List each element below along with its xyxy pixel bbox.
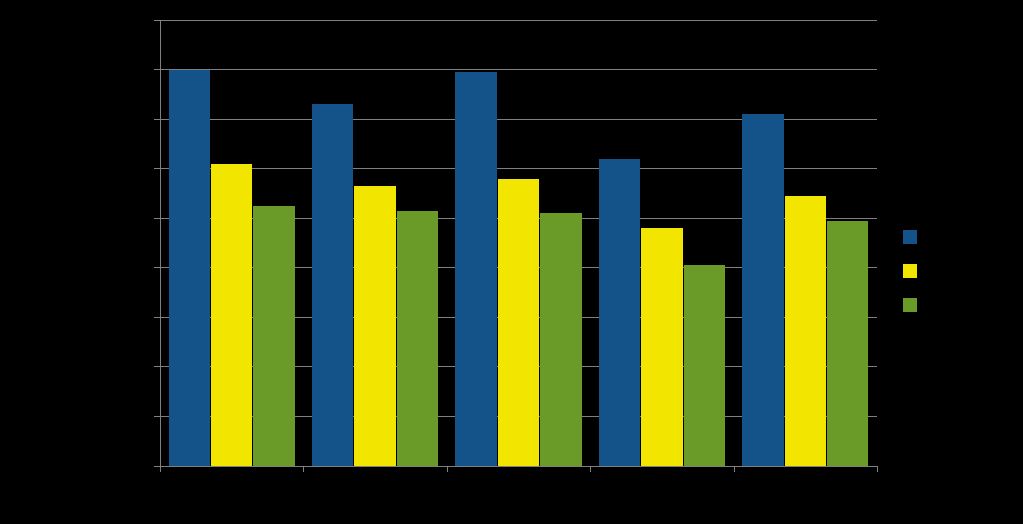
bar — [312, 104, 353, 466]
x-tick — [303, 466, 304, 472]
legend — [903, 230, 917, 312]
bar — [169, 70, 210, 466]
plot-area — [160, 20, 877, 466]
bar — [641, 228, 682, 466]
legend-item — [903, 298, 917, 312]
bar — [455, 72, 496, 466]
legend-swatch — [903, 264, 917, 278]
x-tick — [160, 466, 161, 472]
legend-swatch — [903, 298, 917, 312]
x-tick — [734, 466, 735, 472]
bar — [785, 196, 826, 466]
bar — [827, 221, 868, 466]
legend-item — [903, 230, 917, 244]
bar — [540, 213, 581, 466]
bar — [599, 159, 640, 466]
legend-swatch — [903, 230, 917, 244]
bar — [354, 186, 395, 466]
gridline — [160, 20, 877, 21]
bar — [498, 179, 539, 466]
bar — [211, 164, 252, 466]
chart-stage — [0, 0, 1023, 524]
x-tick — [590, 466, 591, 472]
bar — [253, 206, 294, 466]
y-axis-line — [160, 20, 161, 466]
x-tick — [447, 466, 448, 472]
bar — [684, 265, 725, 466]
x-tick — [877, 466, 878, 472]
gridline — [160, 69, 877, 70]
bar — [742, 114, 783, 466]
bar — [397, 211, 438, 466]
legend-item — [903, 264, 917, 278]
